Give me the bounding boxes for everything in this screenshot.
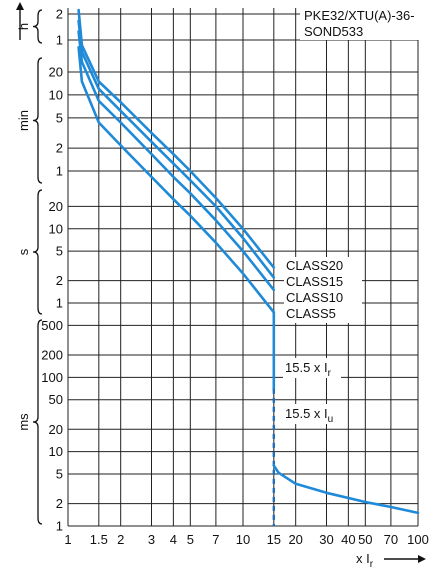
- y-tick-label: 100: [41, 370, 63, 385]
- curve-class15: [77, 19, 276, 279]
- y-tick-label: 50: [49, 392, 63, 407]
- y-tick-label: 10: [49, 87, 63, 102]
- x-tick-label: 15: [267, 532, 281, 547]
- grid: [67, 8, 419, 527]
- y-tick-label: 2: [56, 496, 63, 511]
- annotation-ir: 15.5 x Ir: [285, 360, 332, 379]
- x-tick-label: 70: [384, 532, 398, 547]
- title-box: [300, 6, 422, 40]
- curve-class5: [77, 46, 276, 314]
- y-tick-label: 20: [49, 199, 63, 214]
- y-tick-label: 1: [56, 33, 63, 48]
- x-tick-labels: 1 1.5 2 3 4 5 7 10 15 20 30 40 50 70 100: [64, 532, 428, 547]
- y-unit-label: s: [16, 248, 31, 255]
- y-tick-label: 1: [56, 164, 63, 179]
- x-axis-label: x Ir: [356, 551, 374, 570]
- curves: [77, 8, 420, 526]
- series-label-class10: CLASS10: [286, 290, 343, 305]
- x-tick-label: 3: [148, 532, 155, 547]
- x-tick-label: 10: [236, 532, 250, 547]
- y-unit-label: h: [16, 23, 31, 30]
- y-unit-brace: [32, 9, 43, 44]
- series-label-class20: CLASS20: [286, 258, 343, 273]
- x-tick-label: 1.5: [90, 532, 108, 547]
- x-tick-label: 2: [117, 532, 124, 547]
- x-tick-label: 1: [64, 532, 71, 547]
- x-tick-label: 20: [288, 532, 302, 547]
- y-tick-label: 500: [41, 318, 63, 333]
- y-tick-labels: 1 2 1 2 5 10 20 1 2 5 10 20 1 2 5 10 20 50 100 200 500: [41, 7, 63, 534]
- y-unit-label: min: [16, 110, 31, 131]
- y-unit-brace: [32, 189, 43, 315]
- title-line-1: PKE32/XTU(A)-36-: [304, 8, 415, 23]
- curve-class20: [77, 8, 276, 269]
- y-tick-label: 5: [56, 110, 63, 125]
- y-tick-label: 2: [56, 273, 63, 288]
- y-tick-label: 10: [49, 444, 63, 459]
- x-tick-label: 100: [407, 532, 429, 547]
- y-unit-brace: [32, 319, 43, 525]
- y-axis-arrow: [16, 2, 24, 40]
- y-tick-label: 2: [56, 141, 63, 156]
- y-tick-label: 10: [49, 221, 63, 236]
- y-tick-label: 1: [56, 296, 63, 311]
- x-tick-label: 5: [187, 532, 194, 547]
- y-tick-label: 2: [56, 7, 63, 22]
- y-unit-labels: h min s ms: [16, 9, 43, 525]
- short-circuit-tail-curve: [272, 464, 420, 515]
- x-tick-label: 30: [319, 532, 333, 547]
- annotation-iu: 15.5 x Iu: [285, 406, 333, 425]
- x-tick-label: 7: [212, 532, 219, 547]
- y-tick-label: 5: [56, 467, 63, 482]
- y-unit-label: ms: [16, 413, 31, 431]
- series-labels: CLASS20 CLASS15 CLASS10 CLASS5: [284, 257, 362, 323]
- y-tick-label: 20: [49, 65, 63, 80]
- y-unit-brace: [32, 57, 43, 184]
- series-label-class5: CLASS5: [286, 306, 336, 321]
- title-line-2: SOND533: [304, 24, 363, 39]
- x-tick-label: 40: [341, 532, 355, 547]
- series-label-class15: CLASS15: [286, 274, 343, 289]
- curve-class10: [77, 30, 276, 292]
- x-tick-label: 50: [358, 532, 372, 547]
- y-tick-label: 1: [56, 519, 63, 534]
- y-tick-label: 20: [49, 422, 63, 437]
- y-tick-label: 200: [41, 347, 63, 362]
- y-tick-label: 5: [56, 244, 63, 259]
- x-axis-arrow: [384, 555, 426, 563]
- x-tick-label: 4: [170, 532, 177, 547]
